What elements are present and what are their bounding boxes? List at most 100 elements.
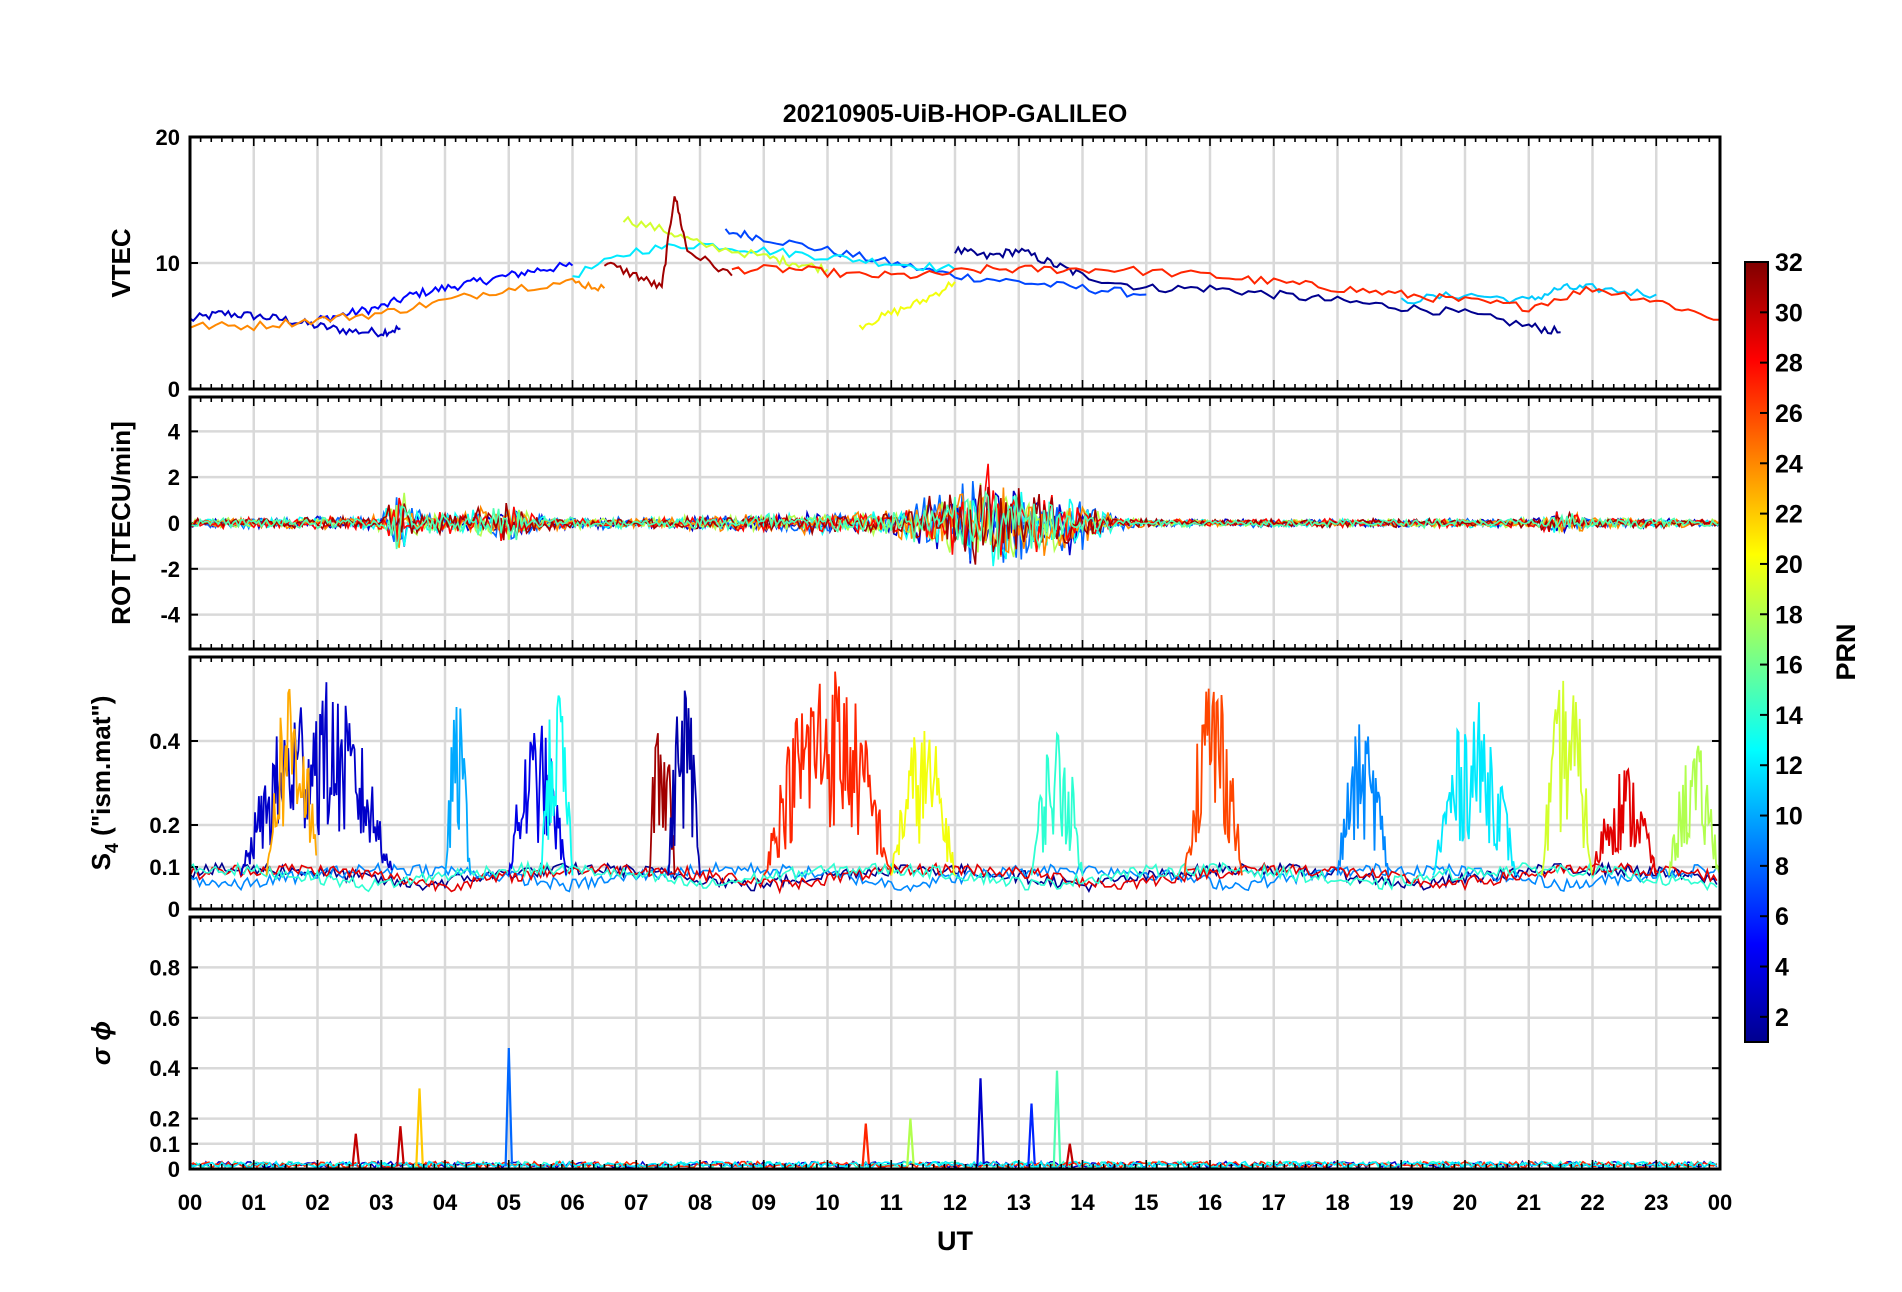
ylabel-rot: ROT [TECU/min] xyxy=(106,421,136,625)
xtick-label: 01 xyxy=(242,1190,266,1215)
ytick-label: 20 xyxy=(156,125,180,150)
rot-series-prn-15 xyxy=(190,490,1720,560)
xtick-label: 09 xyxy=(752,1190,776,1215)
panel-data xyxy=(190,1047,1718,1169)
ytick-label: 0.1 xyxy=(149,1132,180,1157)
s4-burst-prn-26 xyxy=(1183,688,1243,876)
s4-burst-prn-19 xyxy=(1540,680,1594,876)
sigma-spike-prn-27 xyxy=(861,1123,870,1167)
xtick-label: 17 xyxy=(1262,1190,1286,1215)
xtick-label: 18 xyxy=(1325,1190,1349,1215)
x-axis-label: UT xyxy=(937,1226,973,1256)
vtec-series-prn-27 xyxy=(731,263,1720,321)
sigma-spike-prn-8 xyxy=(504,1047,513,1167)
ylabel-sigma: σ ϕ xyxy=(86,1021,116,1065)
colorbar-tick-label: 22 xyxy=(1775,501,1803,529)
xtick-label: 15 xyxy=(1134,1190,1158,1215)
ytick-label: 0.4 xyxy=(149,1056,180,1081)
ylabel-s4-rest: ("ism.mat") xyxy=(86,696,116,843)
colorbar-tick-label: 8 xyxy=(1775,853,1789,881)
xtick-label: 20 xyxy=(1453,1190,1477,1215)
vtec-series-prn-3 xyxy=(190,309,401,338)
xtick-label: 21 xyxy=(1517,1190,1541,1215)
s4-burst-prn-14 xyxy=(1030,731,1084,876)
colorbar-tick-label: 10 xyxy=(1775,803,1803,831)
ytick-label: 4 xyxy=(168,419,181,444)
s4-burst-prn-29 xyxy=(1591,767,1658,876)
sigma-spike-prn-6 xyxy=(1027,1103,1036,1167)
ytick-label: 0.2 xyxy=(149,1107,180,1132)
s4-burst-prn-9 xyxy=(1336,724,1390,876)
colorbar-tick-label: 24 xyxy=(1775,450,1803,478)
s4-burst-prn-13 xyxy=(539,695,574,876)
ytick-label: 10 xyxy=(156,251,180,276)
xtick-label: 03 xyxy=(369,1190,393,1215)
colorbar-tick-label: 20 xyxy=(1775,551,1803,579)
s4-burst-prn-3 xyxy=(240,682,394,876)
ytick-label: 0 xyxy=(168,897,180,922)
colorbar-tick-label: 32 xyxy=(1775,249,1803,277)
vtec-series-prn-5 xyxy=(316,261,574,324)
panel-data xyxy=(190,196,1720,338)
rot-series-prn-31 xyxy=(190,484,1720,565)
s4-burst-prn-27 xyxy=(763,671,893,876)
ytick-label: -4 xyxy=(160,603,180,628)
s4-burst-prn-23 xyxy=(265,688,318,876)
xtick-label: 23 xyxy=(1644,1190,1668,1215)
xtick-label: 05 xyxy=(497,1190,521,1215)
ytick-label: 0 xyxy=(168,377,180,402)
colorbar-tick-label: 14 xyxy=(1775,702,1803,730)
chart-title: 20210905-UiB-HOP-GALILEO xyxy=(783,100,1128,128)
xtick-label: 04 xyxy=(433,1190,458,1215)
ytick-label: 0 xyxy=(168,511,180,536)
xtick-label: 22 xyxy=(1580,1190,1604,1215)
ylabel-s4-main: S xyxy=(86,853,116,870)
xtick-label: 19 xyxy=(1389,1190,1413,1215)
ytick-label: 0.4 xyxy=(149,729,180,754)
sigma-spike-prn-15 xyxy=(1052,1070,1062,1167)
ytick-label: 0 xyxy=(168,1157,180,1182)
panel-rot: -4 -2 0 2 4 xyxy=(160,395,1722,651)
ytick-label: -2 xyxy=(160,557,180,582)
panel-vtec: 0 10 20 xyxy=(156,125,1722,402)
panel-frame xyxy=(188,135,1722,391)
panel-sigma_phi: 00.10.2 0.4 0.6 0.8 xyxy=(149,915,1722,1182)
colorbar-tick-label: 6 xyxy=(1775,903,1789,931)
panel-data xyxy=(190,463,1720,567)
sigma-spike-prn-30 xyxy=(351,1133,360,1167)
s4-burst-prn-18 xyxy=(1668,745,1720,876)
sigma-spike-prn-18 xyxy=(906,1118,915,1167)
ytick-label: 0.1 xyxy=(149,855,180,880)
panel-frame xyxy=(188,655,1722,911)
sigma-spike-prn-3 xyxy=(976,1078,985,1167)
colorbar-tick-label: 2 xyxy=(1775,1004,1789,1032)
xtick-label: 10 xyxy=(815,1190,839,1215)
ytick-label: 0.8 xyxy=(149,955,180,980)
ylabel-vtec: VTEC xyxy=(106,228,136,298)
xtick-label: 02 xyxy=(305,1190,329,1215)
s4-burst-prn-20 xyxy=(890,730,956,876)
ytick-label: 0.6 xyxy=(149,1006,180,1031)
sigma-spike-prn-30 xyxy=(396,1126,405,1167)
xtick-label: 11 xyxy=(880,1190,903,1215)
colorbar-label: PRN xyxy=(1831,623,1861,680)
ytick-label: 0.2 xyxy=(149,813,180,838)
colorbar-tick-label: 4 xyxy=(1775,954,1789,982)
vtec-series-prn-24 xyxy=(190,277,606,332)
xtick-label: 14 xyxy=(1070,1190,1095,1215)
s4-burst-prn-12 xyxy=(1432,702,1517,876)
xtick-label: 13 xyxy=(1007,1190,1031,1215)
s4-burst-prn-10 xyxy=(444,706,472,876)
s4-burst-prn-2 xyxy=(667,690,701,876)
colorbar-tick-label: 18 xyxy=(1775,601,1803,629)
sigma-spike-prn-22 xyxy=(415,1088,424,1167)
s4-baseline-prn-9 xyxy=(190,861,1718,893)
colorbar-tick-label: 16 xyxy=(1775,652,1803,680)
colorbar-tick-label: 30 xyxy=(1775,299,1803,327)
colorbar xyxy=(1744,261,1769,1043)
panel-data xyxy=(190,671,1720,895)
xtick-label: 00 xyxy=(1708,1190,1732,1215)
vtec-series-prn-19 xyxy=(622,215,829,275)
ylabel-s4-sub: 4 xyxy=(102,843,122,853)
